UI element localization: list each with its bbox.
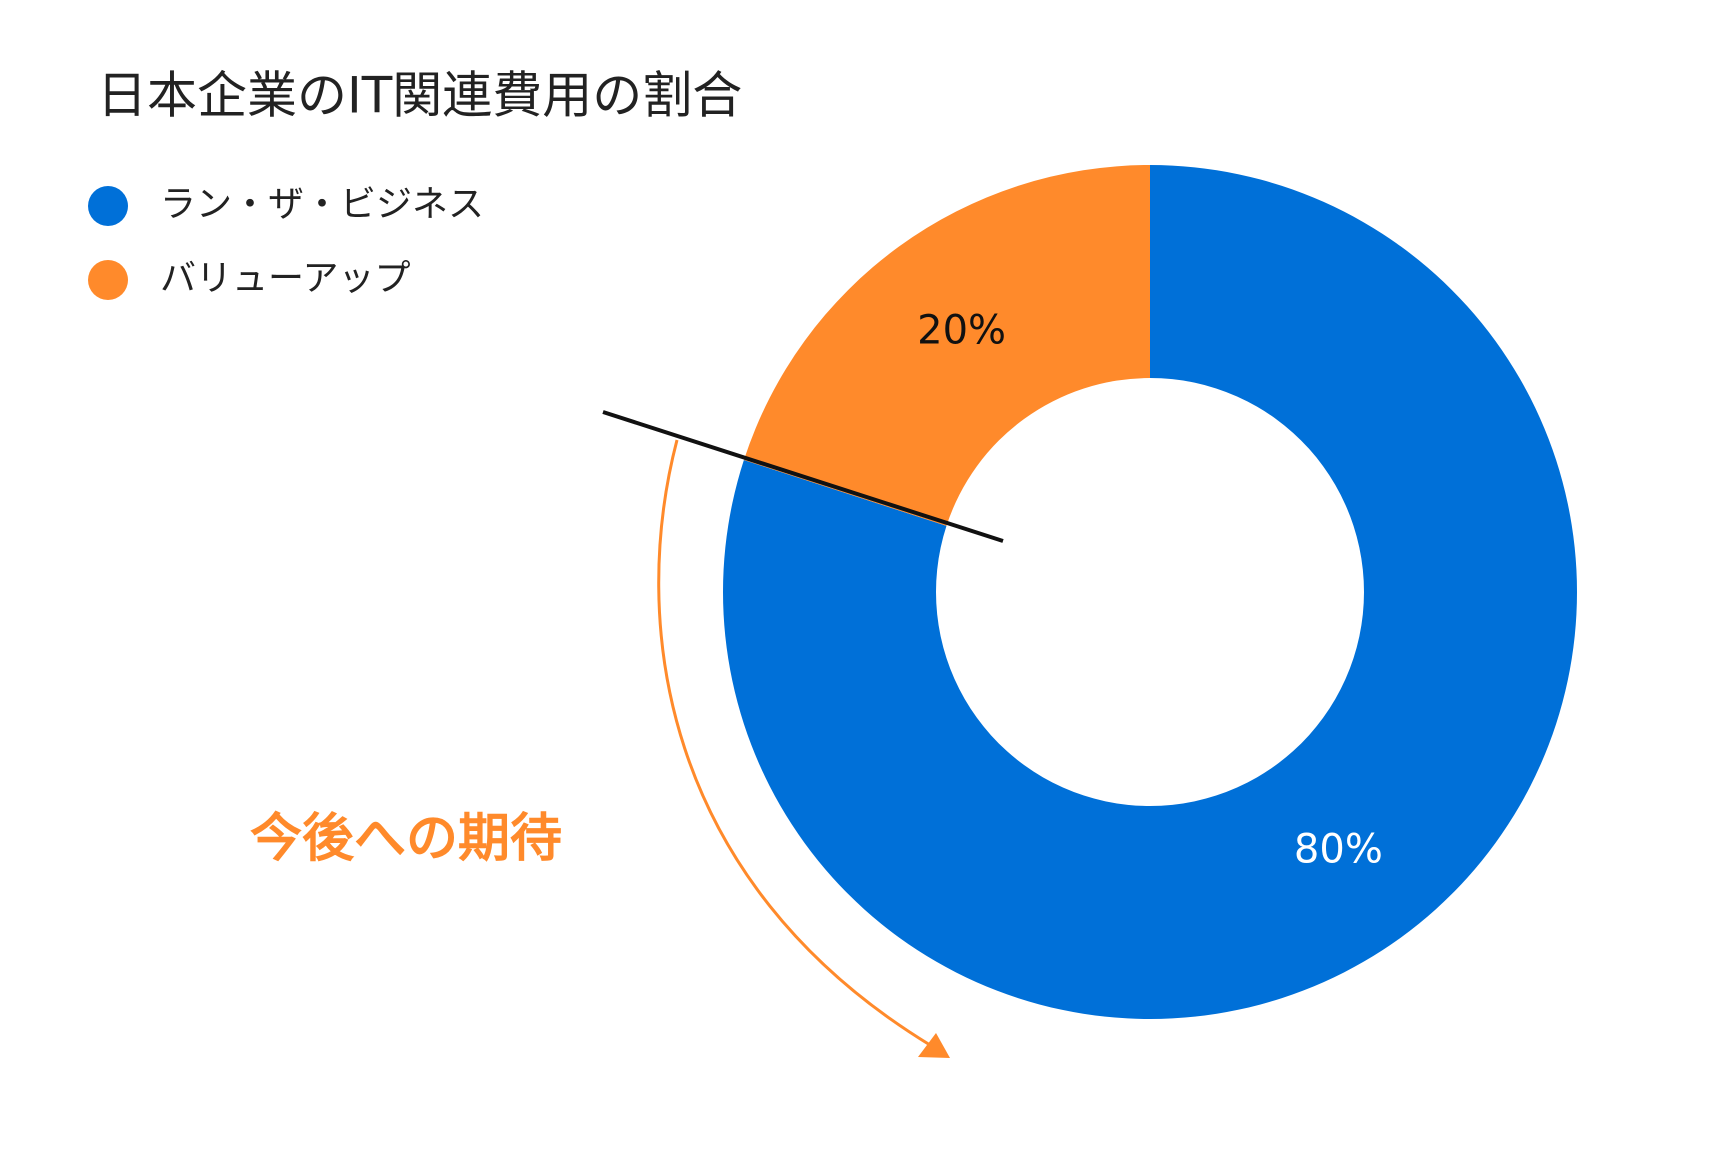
slice [723, 165, 1577, 1019]
chart-title: 日本企業のIT関連費用の割合 [97, 67, 742, 125]
donut [723, 165, 1577, 1019]
divider-line [602, 410, 1004, 543]
legend-marker [88, 260, 128, 300]
arrow-arc [657, 439, 931, 1047]
legend-label: ラン・ザ・ビジネス [160, 184, 484, 225]
legend-marker [88, 186, 128, 226]
value-label: 20% [917, 308, 1006, 354]
slice [743, 165, 1150, 526]
arrow-head [918, 1033, 950, 1058]
value-label: 80% [1294, 826, 1383, 872]
annotation: 今後への期待 [250, 809, 562, 869]
legend-label: バリューアップ [160, 258, 411, 299]
